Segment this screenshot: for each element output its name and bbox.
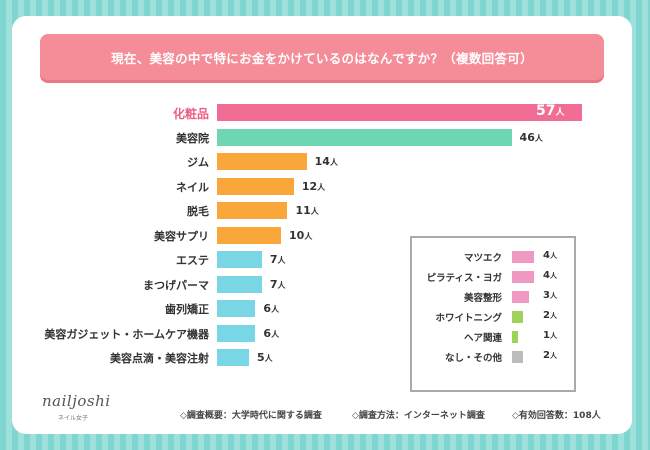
bar-label: 美容点滴・美容注射	[110, 352, 209, 365]
legend-item-bar	[512, 311, 523, 323]
legend-item-bar	[512, 291, 529, 303]
bar-label: 脱毛	[187, 205, 209, 218]
legend-item-label: ヘア関連	[463, 333, 502, 344]
legend-item-value: 2人	[543, 350, 557, 361]
bar-value: 57人	[536, 103, 565, 119]
bar-label: 美容院	[176, 131, 209, 145]
bar-value: 10人	[289, 228, 313, 242]
bar-label: 美容ガジェット・ホームケア機器	[44, 327, 209, 341]
bar	[217, 226, 282, 244]
legend-item-value: 2人	[543, 310, 557, 321]
bar-value: 6人	[263, 326, 280, 340]
bar	[217, 177, 294, 195]
brand-logo: nailjoshi	[42, 392, 111, 410]
bar	[217, 324, 256, 342]
legend-item-value: 4人	[543, 250, 557, 261]
legend-item-label: 美容整形	[463, 293, 502, 304]
footer-survey-method: ◇調査方法：インターネット調査	[352, 411, 485, 421]
bar	[217, 153, 307, 170]
bar-label: ジム	[187, 156, 209, 169]
bar-value: 14人	[314, 155, 338, 168]
legend-item-bar	[512, 331, 518, 343]
bar	[217, 275, 262, 293]
bar-label: まつげパーマ	[143, 278, 209, 292]
footer-valid-responses: ◇有効回答数：108人	[512, 411, 601, 421]
legend-item-bar	[512, 351, 523, 363]
bar	[217, 251, 262, 268]
bar-value: 6人	[263, 302, 280, 315]
legend-item-label: ホワイトニング	[435, 313, 502, 324]
bar	[217, 202, 288, 219]
bar-value: 7人	[269, 253, 286, 266]
bar-value: 11人	[295, 204, 319, 217]
bar-value: 12人	[301, 179, 326, 193]
bar-value: 5人	[257, 351, 273, 364]
chart-title: 現在、美容の中で特にお金をかけているのはなんですか？（複数回答可）	[40, 34, 604, 80]
bar	[217, 128, 512, 146]
bar-label: 歯列矯正	[165, 303, 209, 316]
footer-survey-summary: ◇調査概要：大学時代に関する調査	[180, 411, 322, 421]
legend-item-value: 3人	[543, 290, 557, 301]
brand-logo-sub: ネイル女子	[58, 415, 89, 422]
minor-items-legend: マツエク 4人 ピラティス・ヨガ 4人 美容整形 3人 ホワイトニング 2人 ヘア関連 1人 なし・…	[410, 236, 576, 392]
bar-label: ネイル	[176, 180, 209, 194]
bar	[217, 104, 582, 121]
bar-label: 化粧品	[172, 107, 209, 121]
bar	[217, 349, 250, 366]
legend-item-label: マツエク	[463, 253, 502, 264]
bar-value: 7人	[269, 277, 286, 291]
legend-item-value: 4人	[543, 270, 557, 281]
legend-item-bar	[512, 251, 534, 263]
chart-card: 現在、美容の中で特にお金をかけているのはなんですか？（複数回答可） マツエク 4人…	[12, 16, 632, 434]
bar-label: エステ	[176, 254, 209, 267]
legend-item-bar	[512, 271, 534, 283]
bar-label: 美容サプリ	[154, 229, 209, 243]
legend-item-label: なし・その他	[444, 353, 502, 364]
bar-value: 46人	[519, 130, 543, 144]
legend-item-value: 1人	[543, 330, 557, 341]
legend-item-label: ピラティス・ヨガ	[426, 273, 502, 284]
bar	[217, 300, 256, 317]
